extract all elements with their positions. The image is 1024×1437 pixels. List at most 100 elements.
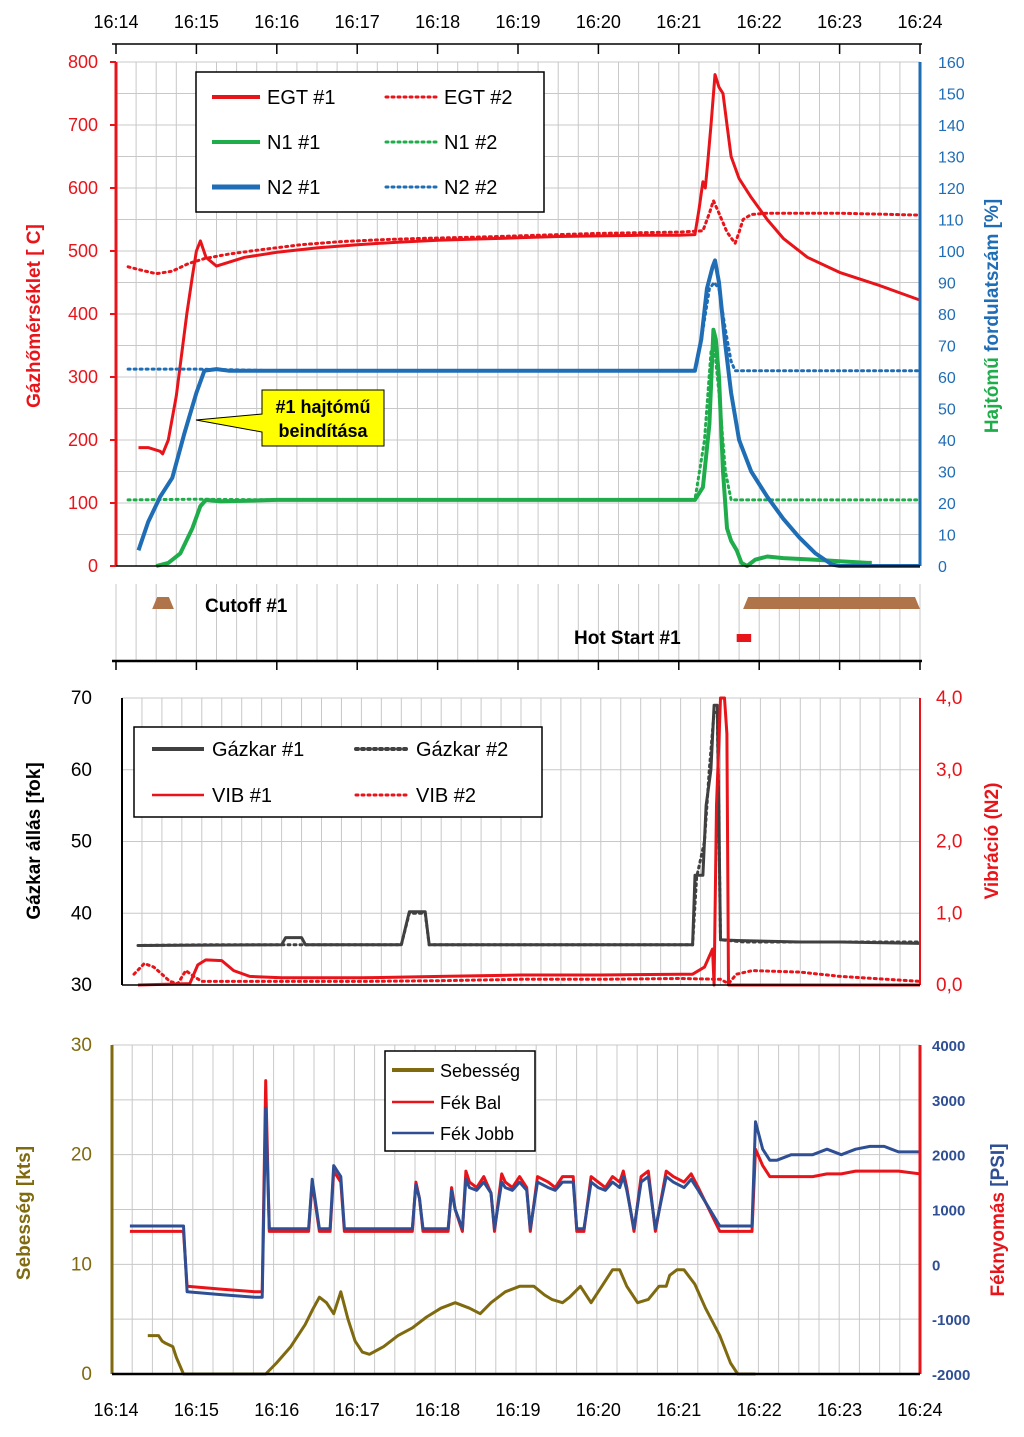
engine-start-callout: #1 hajtómű beindítása <box>195 389 385 447</box>
top-time-label: 16:24 <box>897 12 942 32</box>
legend-throttle2: Gázkar #2 <box>416 739 508 761</box>
panel-speed-left-axis-label: Sebesség [kts] <box>14 1146 35 1280</box>
axis-tick-label: 20 <box>938 496 956 513</box>
axis-tick-label: 50 <box>71 832 92 853</box>
legend-egt1: EGT #1 <box>267 87 336 109</box>
panel-throttle-right-axis-label: Vibráció (N2) <box>982 783 1003 900</box>
bottom-time-label: 16:14 <box>93 1400 138 1420</box>
legend-n2-2: N2 #2 <box>444 177 497 199</box>
events-axis-ticks <box>115 661 921 670</box>
right-axis-label-part1: Féknyomás <box>988 1192 1009 1297</box>
legend-n1-2: N1 #2 <box>444 132 497 154</box>
axis-tick-label: 30 <box>71 975 92 996</box>
axis-tick-label: 2,0 <box>936 832 962 853</box>
panel-speed-right-axis-label: Féknyomás [PSI] <box>988 1143 1009 1296</box>
axis-tick-label: 0 <box>932 1257 940 1274</box>
events-bars <box>152 597 920 642</box>
axis-tick-label: 70 <box>71 688 92 709</box>
axis-tick-label: 800 <box>68 52 98 72</box>
bottom-time-label: 16:22 <box>737 1400 782 1420</box>
axis-tick-label: -1000 <box>932 1312 970 1329</box>
series-egt-2 <box>126 199 922 276</box>
series-n1-1 <box>155 327 872 568</box>
panel-engine: 0 100 200 300 400 500 600 700 800 0 10 20 30 40 50 60 7… <box>24 52 1003 576</box>
axis-tick-label: 160 <box>938 55 965 72</box>
axis-tick-label: 10 <box>71 1254 92 1275</box>
axis-tick-label: 2000 <box>932 1148 965 1165</box>
panel-throttle-left-axis-label: Gázkar állás [fok] <box>24 762 45 919</box>
bottom-time-label: 16:20 <box>576 1400 621 1420</box>
axis-tick-label: 4000 <box>932 1038 965 1055</box>
panel-engine-left-ticks: 0 100 200 300 400 500 600 700 800 <box>68 52 116 576</box>
axis-tick-label: 0 <box>938 559 947 576</box>
axis-tick-label: 700 <box>68 115 98 135</box>
axis-tick-label: 60 <box>71 760 92 781</box>
panel-throttle-legend: Gázkar #1 Gázkar #2 VIB #1 VIB #2 <box>133 726 543 818</box>
callout-line-1: #1 hajtómű <box>275 397 370 417</box>
top-time-label: 16:15 <box>174 12 219 32</box>
axis-tick-label: 600 <box>68 178 98 198</box>
axis-tick-label: 150 <box>938 87 965 104</box>
series-vib-1 <box>137 696 920 987</box>
panel-speed-series <box>129 1079 921 1376</box>
panel-speed-left-ticks: 0 10 20 30 <box>71 1035 92 1385</box>
axis-tick-label: 1,0 <box>936 903 962 924</box>
panel-speed-right-ticks: -2000 -1000 0 1000 2000 3000 4000 <box>932 1038 970 1384</box>
panel-throttle-series <box>132 696 922 987</box>
cutoff-bar <box>743 597 920 609</box>
top-time-label: 16:22 <box>737 12 782 32</box>
bottom-time-label: 16:17 <box>335 1400 380 1420</box>
axis-tick-label: 20 <box>71 1145 92 1166</box>
panel-engine-legend: EGT #1 EGT #2 N1 #1 N1 #2 N2 #1 N2 #2 <box>195 71 545 213</box>
legend-n1-1: N1 #1 <box>267 132 320 154</box>
axis-tick-label: 0 <box>81 1364 92 1385</box>
axis-tick-label: 10 <box>938 528 956 545</box>
panel-events: Cutoff #1 Hot Start #1 <box>112 584 922 670</box>
axis-tick-label: -2000 <box>932 1367 970 1384</box>
top-time-label: 16:21 <box>656 12 701 32</box>
right-axis-label-prefix: Hajtómű <box>982 352 1003 433</box>
legend-brake-right: Fék Jobb <box>440 1124 514 1144</box>
axis-tick-label: 1000 <box>932 1203 965 1220</box>
axis-tick-label: 200 <box>68 430 98 450</box>
axis-tick-label: 110 <box>938 213 964 230</box>
bottom-time-label: 16:23 <box>817 1400 862 1420</box>
axis-tick-label: 3,0 <box>936 760 962 781</box>
top-time-label: 16:18 <box>415 12 460 32</box>
panel-throttle: 30 40 50 60 70 0,0 1,0 2,0 3,0 4,0 Gázkar állás … <box>24 688 1003 996</box>
axis-tick-label: 40 <box>938 433 956 450</box>
axis-tick-label: 4,0 <box>936 688 962 709</box>
legend-vib1: VIB #1 <box>212 785 272 807</box>
top-time-label: 16:20 <box>576 12 621 32</box>
top-time-label: 16:16 <box>254 12 299 32</box>
bottom-time-label: 16:16 <box>254 1400 299 1420</box>
legend-speed: Sebesség <box>440 1061 520 1081</box>
legend-egt2: EGT #2 <box>444 87 513 109</box>
axis-tick-label: 500 <box>68 241 98 261</box>
events-grid <box>115 584 921 660</box>
series-sebess-g <box>147 1268 756 1376</box>
panel-throttle-left-ticks: 30 40 50 60 70 <box>71 688 92 996</box>
right-axis-label-suffix: fordulatszám [%] <box>982 199 1003 352</box>
cutoff-bar <box>152 597 174 609</box>
axis-tick-label: 90 <box>938 276 956 293</box>
axis-tick-label: 50 <box>938 402 956 419</box>
series-f-k-jobb <box>129 1106 920 1299</box>
top-time-label: 16:23 <box>817 12 862 32</box>
axis-tick-label: 40 <box>71 903 92 924</box>
legend-n2-1: N2 #1 <box>267 177 320 199</box>
top-time-label: 16:14 <box>93 12 138 32</box>
hot-start-bar <box>736 634 752 642</box>
series-n2-1 <box>136 258 920 568</box>
axis-tick-label: 120 <box>938 181 965 198</box>
series-egt-1 <box>138 73 921 456</box>
bottom-time-axis: 16:14 16:15 16:16 16:17 16:18 16:19 16:20 16:21… <box>93 1400 942 1420</box>
axis-tick-label: 100 <box>68 493 98 513</box>
event-label-hot-start: Hot Start #1 <box>574 628 681 649</box>
series-vib-2 <box>132 962 922 986</box>
series-n1-2 <box>126 344 922 502</box>
axis-tick-label: 140 <box>938 118 965 135</box>
bottom-time-label: 16:24 <box>897 1400 942 1420</box>
top-time-ticks <box>115 44 921 54</box>
panel-speed-brake: 0 10 20 30 -2000 -1000 0 1000 2000 3000 4000 Sebe… <box>14 1035 1009 1385</box>
